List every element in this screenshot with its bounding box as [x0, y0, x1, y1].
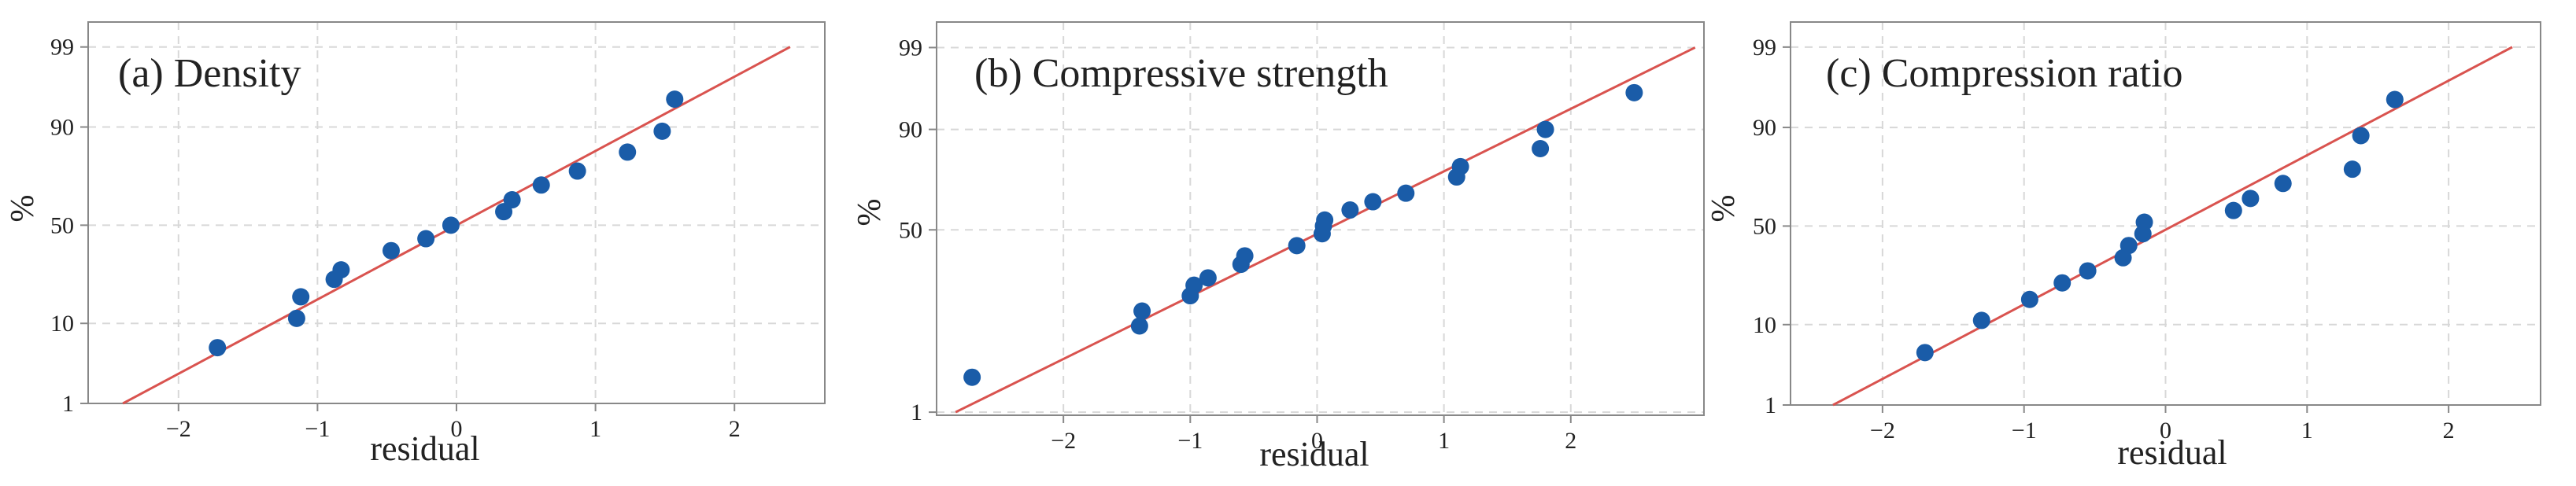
chart-panel-compressive-strength: % residual (b) Compressive strength −2 −1…: [852, 21, 1705, 473]
y-tick-label: 50: [50, 212, 74, 238]
x-tick-label: −2: [166, 416, 191, 442]
data-point: [1625, 83, 1643, 101]
y-tick-label: 50: [1753, 213, 1776, 239]
data-point: [1236, 247, 1254, 265]
data-point: [1130, 317, 1148, 335]
chart-title: (b) Compressive strength: [974, 51, 1388, 96]
data-point: [2242, 190, 2260, 208]
y-tick-label: 99: [899, 35, 922, 61]
y-tick-label: 10: [50, 311, 74, 337]
data-point: [2352, 127, 2370, 145]
x-tick-label: −1: [305, 416, 330, 442]
x-tick-label: −2: [1051, 428, 1076, 454]
chart-panel-compression-ratio: % residual (c) Compression ratio −2 −1 0 1 2…: [1706, 21, 2541, 472]
ylabel: %: [1706, 195, 1742, 223]
data-point: [292, 288, 310, 306]
x-tick-label: −1: [2012, 418, 2037, 444]
x-tick-label: −1: [1177, 428, 1203, 454]
y-tick-label: 90: [899, 117, 922, 143]
x-tick-label: 2: [2443, 418, 2455, 444]
chart-panel-density: % residual (a) Density −2 −1 0 1 2 1 10 50 90 99: [5, 21, 826, 468]
y-tick-label: 1: [911, 399, 922, 425]
data-point: [619, 143, 637, 161]
x-tick-label: 0: [2160, 418, 2171, 444]
xlabel: residual: [370, 429, 479, 468]
data-point: [1397, 184, 1415, 202]
data-point: [1364, 193, 1382, 211]
data-point: [2120, 237, 2138, 255]
data-point: [1199, 269, 1217, 287]
data-point: [1341, 201, 1359, 219]
data-point: [2135, 213, 2153, 231]
chart-title: (c) Compression ratio: [1826, 51, 2182, 96]
x-tick-label: 1: [2301, 418, 2313, 444]
y-tick-label: 1: [1765, 392, 1776, 418]
data-point: [1133, 302, 1151, 320]
x-tick-label: 0: [1311, 428, 1323, 454]
data-point: [2224, 201, 2242, 219]
x-tick-label: 2: [729, 416, 741, 442]
y-tick-label: 90: [50, 115, 74, 141]
data-point: [417, 230, 435, 248]
y-tick-label: 10: [1753, 312, 1776, 338]
data-point: [287, 309, 305, 327]
x-tick-label: 1: [589, 416, 601, 442]
data-point: [666, 90, 684, 109]
x-tick-label: 1: [1438, 428, 1450, 454]
data-point: [568, 162, 586, 180]
data-point: [1916, 344, 1934, 362]
data-point: [1288, 237, 1306, 255]
xlabel: residual: [2117, 433, 2227, 472]
x-tick-label: 0: [451, 416, 463, 442]
data-point: [653, 122, 671, 140]
y-tick-label: 1: [62, 391, 74, 417]
y-tick-label: 99: [1753, 35, 1776, 61]
data-point: [332, 261, 350, 279]
x-tick-label: −2: [1870, 418, 1895, 444]
data-point: [2274, 175, 2292, 193]
data-point: [1185, 276, 1203, 294]
data-point: [1536, 120, 1554, 138]
data-point: [532, 176, 550, 194]
data-point: [209, 339, 227, 357]
xlabel: residual: [1259, 435, 1369, 473]
plot-frame: [936, 21, 1705, 416]
data-point: [1972, 311, 1990, 330]
data-point: [2053, 274, 2072, 292]
y-tick-label: 99: [50, 35, 74, 61]
chart-title: (a) Density: [118, 51, 301, 96]
y-tick-label: 90: [1753, 115, 1776, 141]
data-point: [503, 191, 521, 209]
data-point: [1316, 211, 1334, 229]
ylabel: %: [5, 195, 41, 223]
ylabel: %: [852, 199, 888, 226]
data-point: [382, 241, 400, 260]
y-tick-label: 50: [899, 217, 922, 243]
data-point: [2020, 290, 2038, 308]
data-point: [2079, 262, 2097, 280]
data-point: [2343, 160, 2361, 179]
data-point: [963, 368, 981, 386]
data-point: [2386, 90, 2404, 109]
data-point: [1451, 157, 1469, 175]
data-point: [1532, 139, 1550, 157]
data-point: [442, 216, 460, 234]
x-tick-label: 2: [1565, 428, 1576, 454]
